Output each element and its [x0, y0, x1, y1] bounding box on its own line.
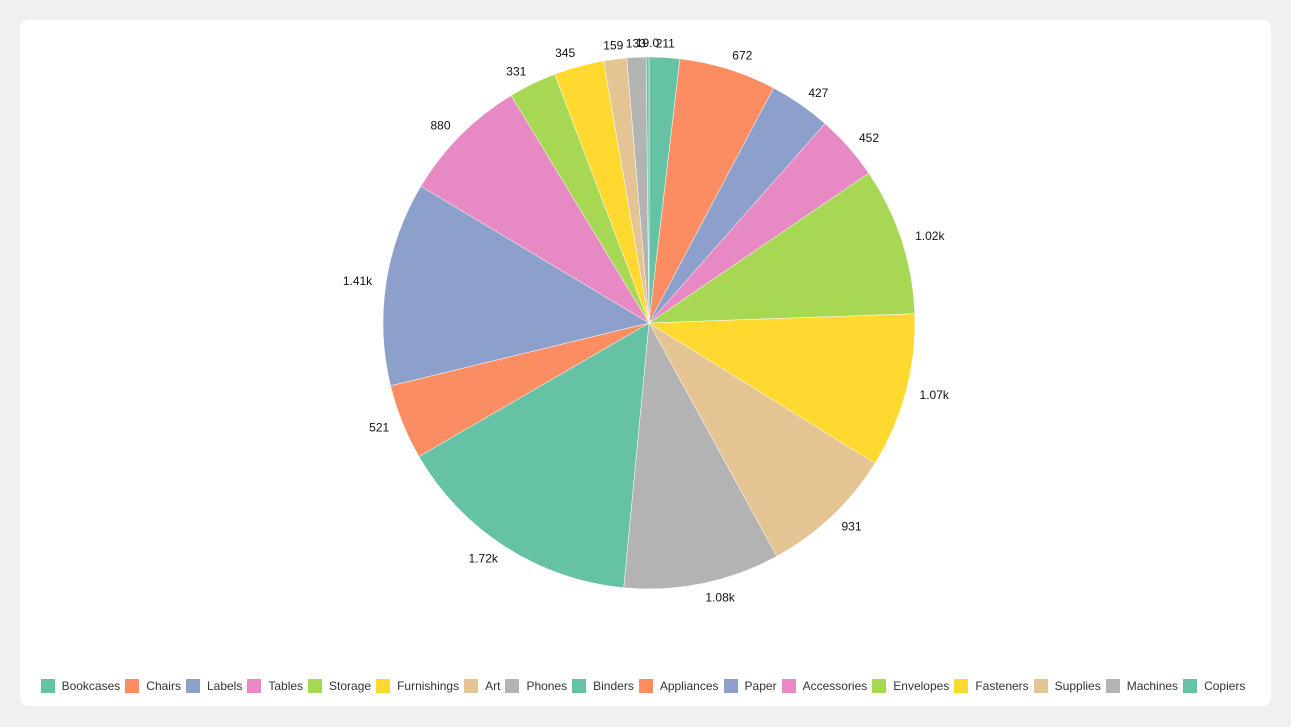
- pie-slice-accessories[interactable]: [420, 95, 650, 324]
- legend-swatch-icon: [308, 679, 323, 693]
- legend-item-labels[interactable]: Labels: [185, 679, 243, 693]
- legend-swatch-icon: [1105, 679, 1120, 693]
- legend-label: Labels: [206, 679, 243, 693]
- legend-label: Binders: [593, 679, 634, 693]
- legend-label: Fasteners: [975, 679, 1029, 693]
- pie-slice-binders[interactable]: [418, 322, 650, 589]
- legend-swatch-icon: [638, 679, 653, 693]
- slice-label: 1.08k: [705, 590, 735, 604]
- legend-item-envelopes[interactable]: Envelopes: [872, 679, 949, 693]
- legend-label: Storage: [329, 679, 372, 693]
- legend-swatch-icon: [40, 679, 55, 693]
- pie-slice-paper[interactable]: [382, 185, 650, 387]
- legend-label: Supplies: [1054, 679, 1101, 693]
- legend-label: Chairs: [146, 679, 181, 693]
- legend-label: Art: [485, 679, 501, 693]
- pie-slice-furnishings[interactable]: [648, 313, 916, 464]
- legend-swatch-icon: [723, 679, 738, 693]
- slice-label: 672: [732, 49, 752, 63]
- slice-label: 159: [603, 38, 623, 52]
- legend-swatch-icon: [954, 679, 969, 693]
- pie-slice-copiers[interactable]: [645, 56, 650, 324]
- legend-item-binders[interactable]: Binders: [572, 679, 634, 693]
- legend-label: Furnishings: [397, 679, 460, 693]
- legend-label: Bookcases: [61, 679, 121, 693]
- legend-swatch-icon: [185, 679, 200, 693]
- legend-swatch-icon: [1183, 679, 1198, 693]
- slice-label: 1.72k: [469, 552, 499, 566]
- slice-label: 133: [626, 36, 646, 50]
- slice-label: 345: [555, 46, 575, 60]
- legend-swatch-icon: [1033, 679, 1048, 693]
- pie-slice-storage[interactable]: [648, 172, 916, 324]
- legend-swatch-icon: [572, 679, 587, 693]
- legend-label: Accessories: [802, 679, 868, 693]
- slice-label: 19.0: [636, 36, 660, 50]
- legend-item-chairs[interactable]: Chairs: [125, 679, 181, 693]
- slice-label: 1.07k: [920, 388, 950, 402]
- slice-label: 1.02k: [915, 229, 945, 243]
- legend-label: Copiers: [1204, 679, 1246, 693]
- legend-label: Envelopes: [893, 679, 950, 693]
- legend-label: Appliances: [659, 679, 719, 693]
- legend-item-accessories[interactable]: Accessories: [781, 679, 868, 693]
- legend-item-phones[interactable]: Phones: [505, 679, 567, 693]
- legend-swatch-icon: [125, 679, 140, 693]
- slice-label: 521: [369, 420, 389, 434]
- slice-label: 452: [859, 131, 879, 145]
- legend-item-supplies[interactable]: Supplies: [1033, 679, 1101, 693]
- legend-item-machines[interactable]: Machines: [1105, 679, 1179, 693]
- pie-slice-phones[interactable]: [623, 322, 778, 590]
- legend-label: Phones: [526, 679, 568, 693]
- legend-item-bookcases[interactable]: Bookcases: [40, 679, 121, 693]
- chart-legend: Bookcases Chairs Labels Tables Storage Furnis…: [0, 679, 1291, 693]
- legend-label: Machines: [1126, 679, 1179, 693]
- legend-item-storage[interactable]: Storage: [308, 679, 371, 693]
- legend-swatch-icon: [464, 679, 479, 693]
- slice-label: 427: [808, 86, 828, 100]
- legend-item-furnishings[interactable]: Furnishings: [376, 679, 459, 693]
- slice-label: 331: [506, 64, 526, 78]
- legend-swatch-icon: [781, 679, 796, 693]
- legend-item-art[interactable]: Art: [464, 679, 500, 693]
- legend-label: Paper: [744, 679, 777, 693]
- legend-swatch-icon: [376, 679, 391, 693]
- legend-item-fasteners[interactable]: Fasteners: [954, 679, 1029, 693]
- legend-swatch-icon: [247, 679, 262, 693]
- legend-swatch-icon: [872, 679, 887, 693]
- slice-label: 1.41k: [343, 274, 373, 288]
- legend-swatch-icon: [505, 679, 520, 693]
- slice-label: 880: [431, 118, 451, 132]
- slice-label: 931: [841, 519, 861, 533]
- legend-item-tables[interactable]: Tables: [247, 679, 303, 693]
- legend-item-paper[interactable]: Paper: [723, 679, 777, 693]
- pie-slice-art[interactable]: [648, 322, 876, 557]
- slice-label: 211: [656, 36, 675, 50]
- legend-label: Tables: [268, 679, 304, 693]
- legend-item-copiers[interactable]: Copiers: [1183, 679, 1245, 693]
- legend-item-appliances[interactable]: Appliances: [638, 679, 719, 693]
